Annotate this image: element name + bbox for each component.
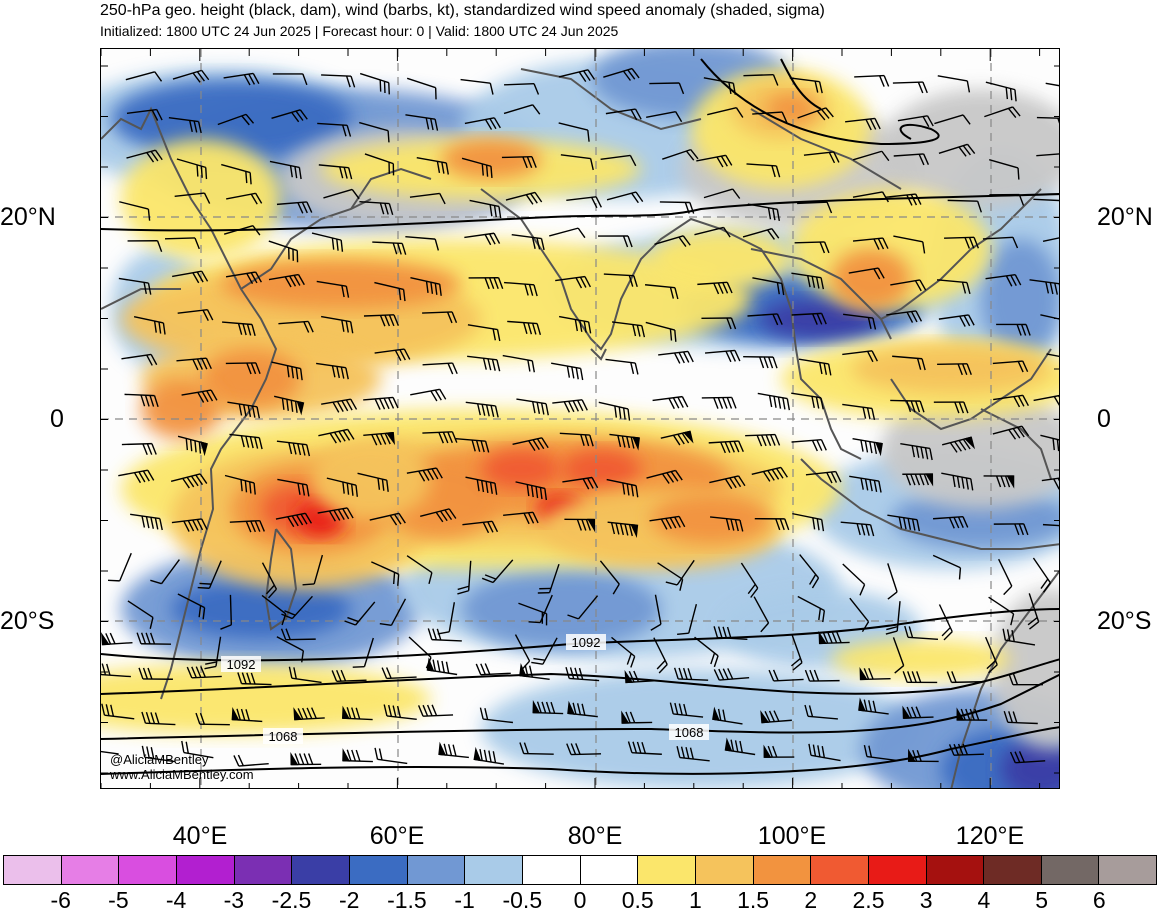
lat-label-eq-left: 0: [50, 407, 64, 432]
anomaly-shade: [766, 94, 816, 124]
lon-label-80e: 80°E: [568, 822, 622, 851]
anomaly-shade: [651, 494, 771, 544]
colorbar-box: [465, 856, 523, 884]
colorbar-label: -0.5: [502, 887, 542, 914]
contour-label: 1068: [263, 728, 303, 744]
lat-label-20s-right: 20°S: [1097, 609, 1151, 634]
colorbar-label: -1.5: [387, 887, 427, 914]
colorbar-box: [177, 856, 235, 884]
colorbar-label: -2.5: [272, 887, 312, 914]
colorbar-box: [984, 856, 1042, 884]
colorbar-box: [62, 856, 120, 884]
colorbar-box: [1042, 856, 1100, 884]
colorbar-box: [754, 856, 812, 884]
colorbar-label: 1: [689, 887, 702, 914]
anomaly-shade: [831, 639, 1011, 679]
colorbar-box: [1099, 856, 1156, 884]
colorbar-label: -4: [166, 887, 186, 914]
colorbar-label: 0.5: [622, 887, 654, 914]
svg-text:1092: 1092: [572, 635, 601, 650]
lat-label-20n-right: 20°N: [1097, 205, 1153, 230]
anomaly-shade: [831, 249, 911, 309]
lat-label-20n-left: 20°N: [0, 205, 56, 230]
lon-label-120e: 120°E: [956, 822, 1024, 851]
map-canvas: 1092 1092 1068 1068: [101, 49, 1060, 789]
colorbar-label: -1: [454, 887, 474, 914]
lat-label-20s-left: 20°S: [0, 609, 54, 634]
colorbar-box: [927, 856, 985, 884]
colorbar-label: 1.5: [737, 887, 769, 914]
anomaly-shade: [561, 449, 641, 489]
colorbar-box: [408, 856, 466, 884]
contour-label: 1068: [669, 724, 709, 740]
contour-label: 1092: [566, 634, 606, 650]
colorbar-label: 4: [977, 887, 990, 914]
colorbar-box: [235, 856, 293, 884]
colorbar-label: 2.5: [853, 887, 885, 914]
lon-label-100e: 100°E: [758, 822, 826, 851]
colorbar-label: 6: [1093, 887, 1106, 914]
credit-url: www.AliciaMBentley.com: [110, 767, 254, 782]
svg-text:1092: 1092: [227, 657, 256, 672]
colorbar-box: [350, 856, 408, 884]
svg-text:1068: 1068: [269, 729, 298, 744]
colorbar-label: -3: [224, 887, 244, 914]
colorbar-box: [869, 856, 927, 884]
colorbar-label: 3: [920, 887, 933, 914]
colorbar-box: [292, 856, 350, 884]
anomaly-shade: [221, 259, 461, 309]
anomaly-colorbar: [3, 855, 1157, 885]
map-title: 250-hPa geo. height (black, dam), wind (…: [100, 2, 825, 20]
colorbar-label: 2: [804, 887, 817, 914]
colorbar-box: [696, 856, 754, 884]
colorbar-label: 0: [574, 887, 587, 914]
map-subtitle: Initialized: 1800 UTC 24 Jun 2025 | Fore…: [100, 23, 618, 39]
lat-label-eq-right: 0: [1097, 407, 1111, 432]
lon-label-60e: 60°E: [370, 822, 424, 851]
colorbar-box: [523, 856, 581, 884]
anomaly-shade: [651, 229, 791, 289]
colorbar-box: [4, 856, 62, 884]
colorbar-label: -2: [339, 887, 359, 914]
colorbar-label: -6: [50, 887, 70, 914]
lon-label-40e: 40°E: [173, 822, 227, 851]
svg-text:1068: 1068: [675, 725, 704, 740]
anomaly-shade: [141, 379, 221, 439]
colorbar-box: [811, 856, 869, 884]
colorbar-box: [119, 856, 177, 884]
contour-label: 1092: [221, 656, 261, 672]
colorbar-box: [581, 856, 639, 884]
credit-handle: @AliciaMBentley: [110, 752, 208, 767]
map-panel: 1092 1092 1068 1068: [100, 48, 1060, 789]
colorbar-box: [638, 856, 696, 884]
colorbar-label: -5: [108, 887, 128, 914]
colorbar-label: 5: [1035, 887, 1048, 914]
anomaly-shade: [981, 239, 1060, 359]
